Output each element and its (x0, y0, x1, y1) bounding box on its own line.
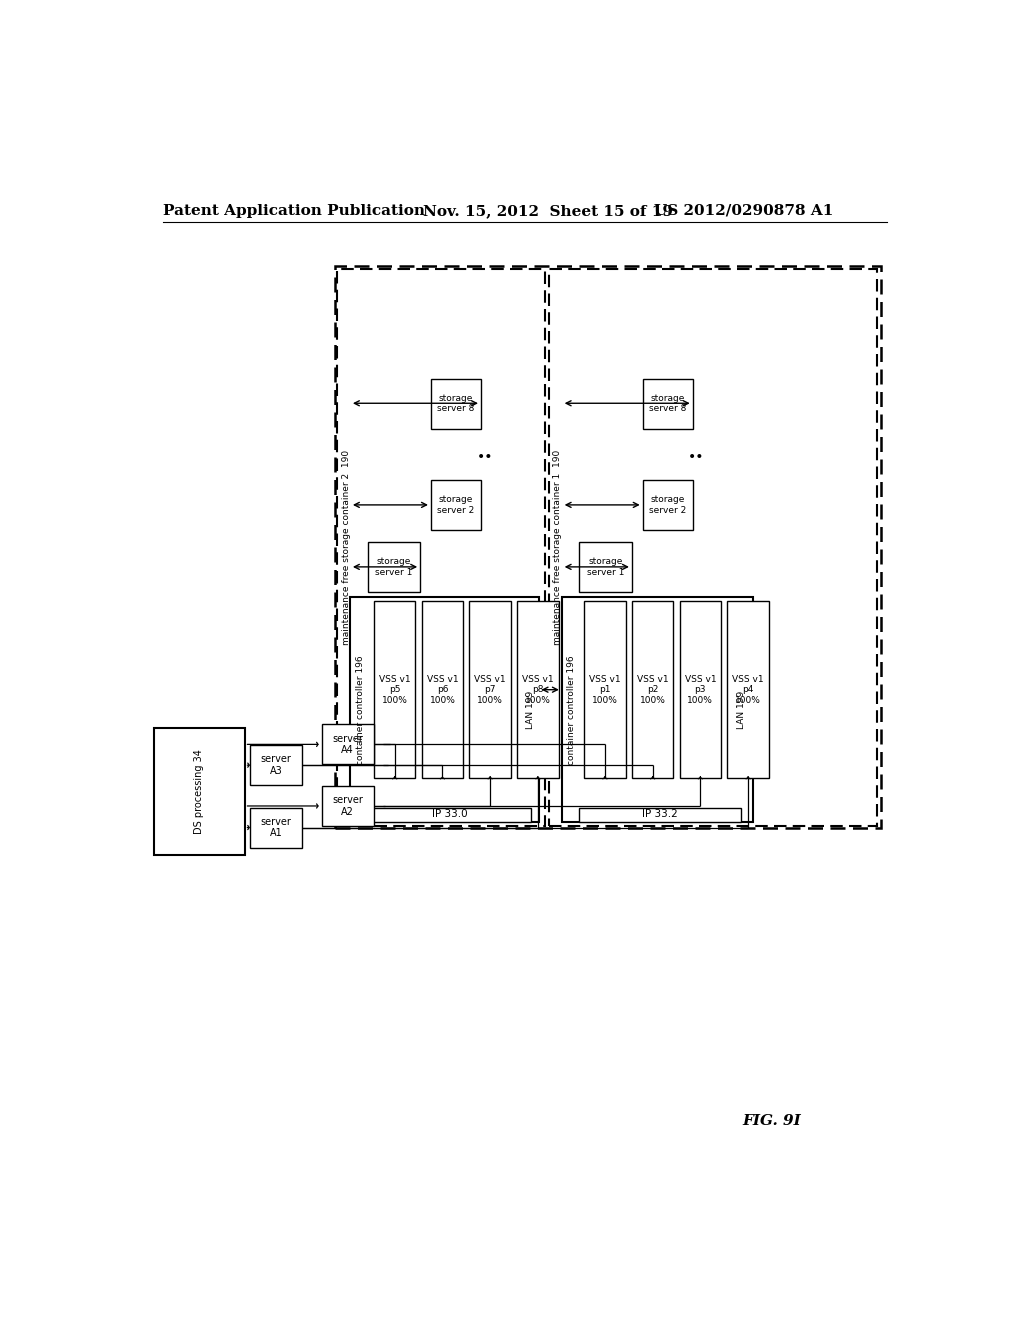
Text: DS processing 34: DS processing 34 (195, 750, 204, 834)
Text: IP 33.2: IP 33.2 (642, 809, 678, 820)
Text: storage
server 2: storage server 2 (437, 495, 474, 515)
Bar (727, 601, 769, 779)
Text: VSS v1
p2
100%: VSS v1 p2 100% (637, 675, 669, 705)
Bar (154, 729, 245, 855)
Bar (322, 785, 374, 826)
Text: Nov. 15, 2012  Sheet 15 of 19: Nov. 15, 2012 Sheet 15 of 19 (423, 203, 673, 218)
Text: LAN 199: LAN 199 (525, 690, 535, 729)
Bar (431, 480, 481, 531)
Text: maintenance free storage container 2  190: maintenance free storage container 2 190 (342, 450, 350, 644)
Text: IP 33.0: IP 33.0 (432, 809, 468, 820)
Bar (680, 601, 721, 779)
Text: server
A4: server A4 (332, 734, 364, 755)
Bar (337, 268, 545, 826)
Bar (250, 744, 302, 785)
Text: container controller 196: container controller 196 (567, 655, 577, 764)
Text: storage
server 8: storage server 8 (649, 393, 686, 413)
Bar (549, 268, 878, 826)
Text: VSS v1
p1
100%: VSS v1 p1 100% (589, 675, 621, 705)
Bar (431, 379, 481, 429)
Text: storage
server 1: storage server 1 (375, 557, 413, 577)
Bar (368, 543, 420, 591)
Bar (562, 597, 753, 822)
Text: US 2012/0290878 A1: US 2012/0290878 A1 (654, 203, 834, 218)
Text: server
A1: server A1 (261, 817, 292, 838)
Text: VSS v1
p8
100%: VSS v1 p8 100% (522, 675, 554, 705)
Bar (350, 597, 539, 822)
Bar (374, 601, 416, 779)
Bar (632, 601, 674, 779)
Bar (335, 267, 882, 829)
Bar (643, 480, 692, 531)
Text: server
A3: server A3 (261, 754, 292, 776)
Bar (580, 808, 741, 822)
Text: ••: •• (476, 450, 493, 465)
Bar (250, 808, 302, 847)
Bar (643, 379, 692, 429)
Bar (322, 725, 374, 764)
Text: storage
server 2: storage server 2 (649, 495, 686, 515)
Text: VSS v1
p3
100%: VSS v1 p3 100% (685, 675, 716, 705)
Bar (370, 808, 531, 822)
Text: container controller 196: container controller 196 (355, 655, 365, 764)
Text: LAN 199: LAN 199 (736, 690, 745, 729)
Text: VSS v1
p5
100%: VSS v1 p5 100% (379, 675, 411, 705)
Bar (517, 601, 559, 779)
Bar (580, 543, 632, 591)
Text: VSS v1
p6
100%: VSS v1 p6 100% (427, 675, 458, 705)
Text: VSS v1
p7
100%: VSS v1 p7 100% (474, 675, 506, 705)
Text: storage
server 8: storage server 8 (437, 393, 474, 413)
Text: ••: •• (688, 450, 705, 465)
Bar (469, 601, 511, 779)
Text: FIG. 9I: FIG. 9I (742, 1114, 802, 1127)
Text: Patent Application Publication: Patent Application Publication (163, 203, 425, 218)
Bar (422, 601, 463, 779)
Text: maintenance free storage container 1  190: maintenance free storage container 1 190 (553, 450, 562, 645)
Text: server
A2: server A2 (332, 795, 364, 817)
Bar (584, 601, 626, 779)
Text: storage
server 1: storage server 1 (587, 557, 625, 577)
Text: VSS v1
p4
100%: VSS v1 p4 100% (732, 675, 764, 705)
